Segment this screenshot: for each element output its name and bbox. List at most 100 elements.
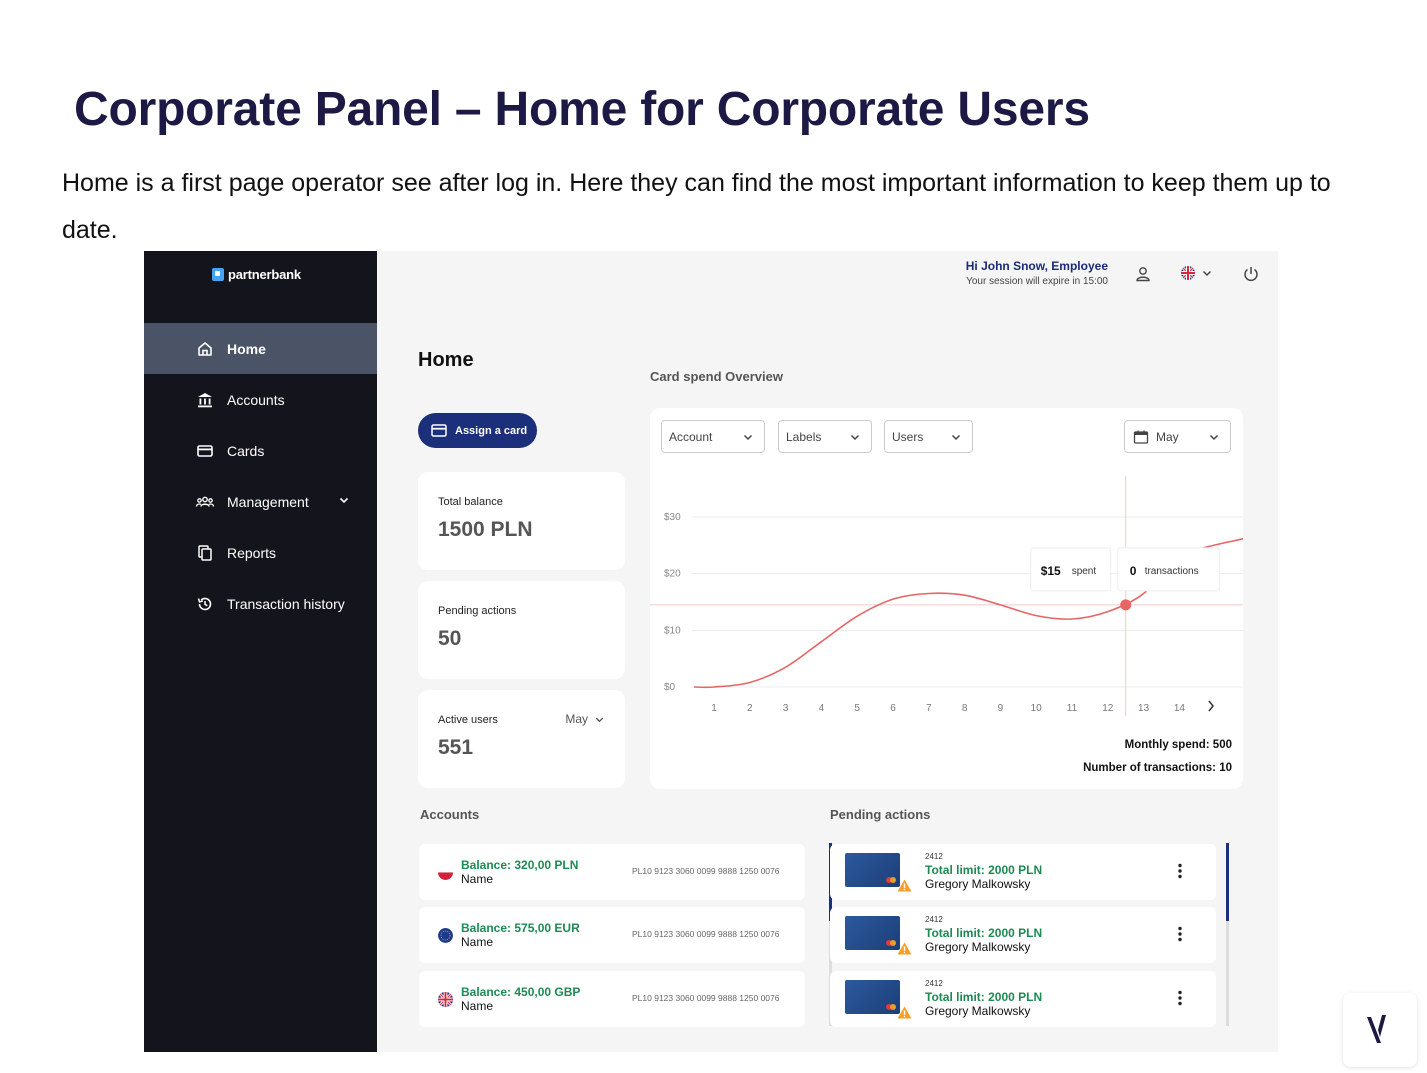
x-tick-label: 6 (890, 703, 896, 714)
account-name: Name (461, 872, 494, 886)
pending-row[interactable]: 2412 Total limit: 2000 PLN Gregory Malko… (830, 844, 1216, 900)
x-tick-label: 7 (926, 703, 932, 714)
card-holder: Gregory Malkowsky (925, 877, 1031, 891)
x-tick-label: 5 (854, 703, 860, 714)
sidebar-item-cards[interactable]: Cards (144, 425, 377, 476)
sidebar-item-management[interactable]: Management (144, 476, 377, 527)
x-tick-label: 3 (783, 703, 789, 714)
account-row[interactable]: Balance: 575,00 EUR Name PL10 9123 3060 … (419, 907, 805, 963)
uk-flag-icon[interactable] (1180, 265, 1196, 286)
card-limit: Total limit: 2000 PLN (925, 926, 1043, 940)
chevron-down-icon[interactable] (1201, 266, 1213, 284)
x-tick-label: 11 (1067, 703, 1078, 714)
scrollbar-thumb[interactable] (1226, 843, 1229, 921)
card-holder: Gregory Malkowsky (925, 940, 1031, 954)
card-icon (195, 441, 215, 461)
sidebar-item-label: Reports (227, 544, 277, 561)
tooltip-spent-label: spent (1072, 566, 1097, 577)
more-options-icon[interactable] (1178, 926, 1182, 942)
x-tick-label: 8 (962, 703, 968, 714)
filter-label: May (1156, 429, 1179, 444)
app-screenshot: partnerbank Home Accounts Cards (144, 251, 1278, 1052)
y-tick-label: $10 (664, 625, 681, 636)
site-logo[interactable] (1343, 993, 1417, 1067)
eu-flag-icon (438, 928, 453, 943)
x-tick-label: 13 (1138, 703, 1150, 714)
assign-card-label: Assign a card (455, 424, 528, 437)
month-filter[interactable]: May (1124, 420, 1231, 453)
power-icon[interactable] (1242, 265, 1260, 288)
chevron-down-icon (1209, 434, 1219, 441)
sidebar-item-label: Transaction history (227, 595, 345, 612)
sidebar-item-label: Management (227, 493, 309, 510)
pending-actions-list: 2412 Total limit: 2000 PLN Gregory Malko… (829, 843, 1229, 1027)
sidebar-item-reports[interactable]: Reports (144, 527, 377, 578)
warning-icon (897, 879, 912, 892)
stat-value: 551 (438, 736, 474, 759)
card-number: 2412 (925, 915, 943, 924)
document-title: Corporate Panel – Home for Corporate Use… (74, 83, 1090, 136)
accounts-section-label: Accounts (420, 807, 480, 822)
users-filter[interactable]: Users (884, 420, 973, 453)
pending-section-label: Pending actions (830, 807, 931, 822)
chevron-down-icon (595, 717, 604, 722)
sidebar-item-transaction-history[interactable]: Transaction history (144, 578, 377, 629)
poland-flag-icon (438, 865, 453, 880)
x-tick-label: 1 (711, 703, 717, 714)
stat-label: Total balance (438, 496, 503, 508)
month-select[interactable]: May (565, 712, 605, 726)
account-name: Name (461, 935, 494, 949)
y-tick-label: $30 (664, 512, 681, 523)
filter-label: Users (892, 429, 924, 444)
card-thumbnail (845, 916, 900, 950)
stat-value: 50 (438, 627, 462, 650)
mastercard-icon (886, 1004, 896, 1010)
chevron-down-icon[interactable] (338, 493, 350, 509)
chevron-down-icon (951, 434, 961, 441)
labels-filter[interactable]: Labels (778, 420, 872, 453)
chevron-down-icon (850, 434, 860, 441)
sidebar-nav: Home Accounts Cards Management (144, 323, 377, 629)
x-tick-label: 4 (819, 703, 825, 714)
sidebar-item-home[interactable]: Home (144, 323, 377, 374)
user-icon[interactable] (1135, 265, 1151, 288)
v-logo-icon (1367, 1015, 1386, 1043)
page-title: Home (418, 349, 474, 371)
card-thumbnail (845, 853, 900, 887)
mastercard-icon (886, 940, 896, 946)
sidebar-item-accounts[interactable]: Accounts (144, 374, 377, 425)
filter-label: Labels (786, 429, 822, 444)
account-row[interactable]: Balance: 450,00 GBP Name PL10 9123 3060 … (419, 971, 805, 1027)
more-options-icon[interactable] (1178, 990, 1182, 1006)
sidebar-item-label: Home (227, 340, 266, 357)
calendar-icon (1133, 430, 1149, 444)
pending-row[interactable]: 2412 Total limit: 2000 PLN Gregory Malko… (830, 971, 1216, 1027)
home-icon (195, 339, 215, 359)
card-number: 2412 (925, 852, 943, 861)
tooltip-tx-label: transactions (1145, 566, 1199, 577)
assign-card-button[interactable]: Assign a card (418, 413, 537, 448)
account-iban: PL10 9123 3060 0099 9888 1250 0076 (632, 929, 780, 939)
copy-icon (195, 543, 215, 563)
pending-row[interactable]: 2412 Total limit: 2000 PLN Gregory Malko… (830, 907, 1216, 963)
brand-logo[interactable]: partnerbank (212, 267, 301, 282)
users-icon (195, 492, 215, 512)
y-tick-label: $0 (664, 682, 676, 693)
card-limit: Total limit: 2000 PLN (925, 863, 1043, 877)
x-tick-label: 10 (1031, 703, 1043, 714)
x-tick-label: 12 (1102, 703, 1114, 714)
transaction-count: Number of transactions: 10 (1083, 762, 1232, 774)
account-row[interactable]: Balance: 320,00 PLN Name PL10 9123 3060 … (419, 844, 805, 900)
brand-name: partnerbank (228, 267, 301, 282)
account-filter[interactable]: Account (661, 420, 765, 453)
highlight-point (1120, 599, 1132, 611)
user-greeting: Hi John Snow, Employee Your session will… (966, 259, 1108, 287)
scrollbar-track (1226, 843, 1229, 1026)
chart-section-label: Card spend Overview (650, 369, 783, 384)
x-tick-label: 2 (747, 703, 753, 714)
card-number: 2412 (925, 979, 943, 988)
stat-label: Pending actions (438, 605, 517, 617)
more-options-icon[interactable] (1178, 863, 1182, 879)
card-holder: Gregory Malkowsky (925, 1004, 1031, 1018)
account-iban: PL10 9123 3060 0099 9888 1250 0076 (632, 866, 780, 876)
